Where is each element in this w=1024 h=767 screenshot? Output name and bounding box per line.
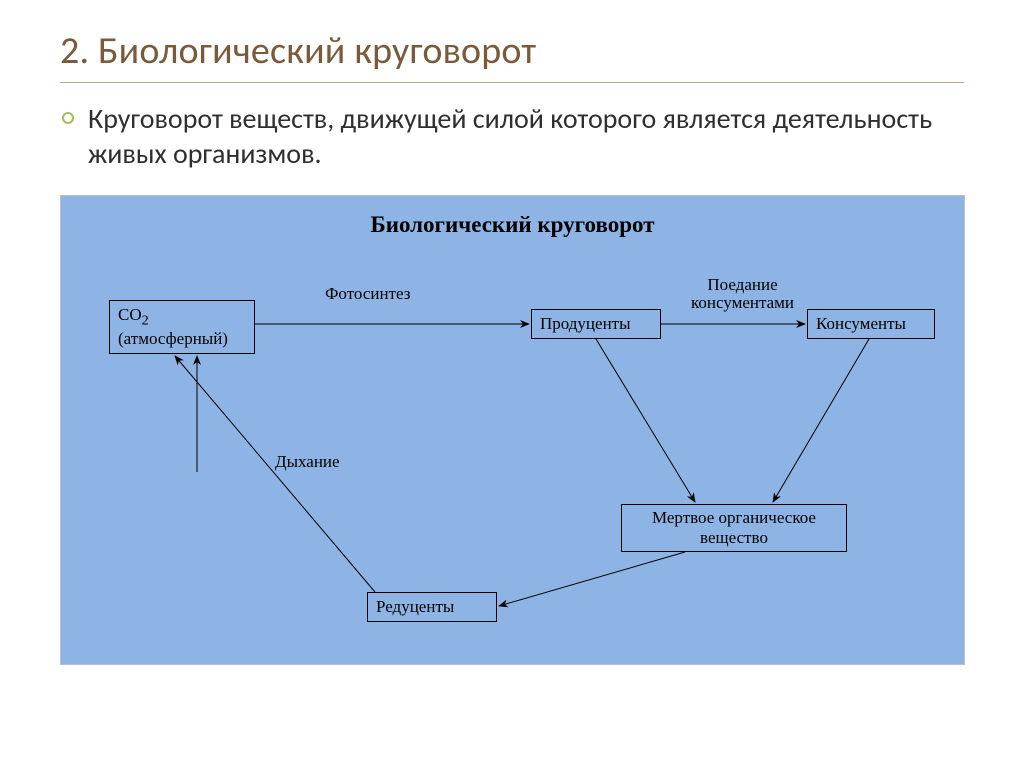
diagram-frame: Биологический круговорот CO2(атмосферный… bbox=[60, 195, 965, 665]
arrow-dead-to-reducers bbox=[499, 552, 685, 606]
edge-label-photosynthesis: Фотосинтез bbox=[325, 284, 410, 304]
node-reducers: Редуценты bbox=[367, 592, 497, 622]
node-producers: Продуценты bbox=[531, 309, 661, 339]
bullet-icon bbox=[62, 112, 74, 124]
node-producers-label: Продуценты bbox=[540, 314, 631, 334]
edge-label-breathing: Дыхание bbox=[275, 452, 340, 472]
page-title: 2. Биологический круговорот bbox=[60, 28, 964, 76]
arrow-producers-to-dead bbox=[596, 339, 695, 502]
diagram-arrows bbox=[61, 196, 966, 666]
title-underline bbox=[60, 82, 964, 83]
node-co2: CO2(атмосферный) bbox=[109, 300, 255, 354]
bullet-item: Круговорот веществ, движущей силой котор… bbox=[60, 101, 964, 171]
node-co2-label: CO2(атмосферный) bbox=[118, 305, 228, 350]
node-dead-matter: Мертвое органическоевещество bbox=[621, 504, 847, 552]
node-consumers-label: Консументы bbox=[816, 314, 906, 334]
arrow-consumers-to-dead bbox=[773, 339, 869, 502]
diagram-title: Биологический круговорот bbox=[61, 212, 964, 238]
node-consumers: Консументы bbox=[807, 309, 935, 339]
bullet-text: Круговорот веществ, движущей силой котор… bbox=[88, 101, 964, 171]
arrow-reducers-to-co2 bbox=[175, 356, 375, 592]
node-reducers-label: Редуценты bbox=[376, 597, 454, 617]
node-dead-matter-label: Мертвое органическоевещество bbox=[652, 508, 816, 549]
slide: 2. Биологический круговорот Круговорот в… bbox=[0, 0, 1024, 767]
edge-label-eating: Поеданиеконсументами bbox=[691, 276, 794, 312]
